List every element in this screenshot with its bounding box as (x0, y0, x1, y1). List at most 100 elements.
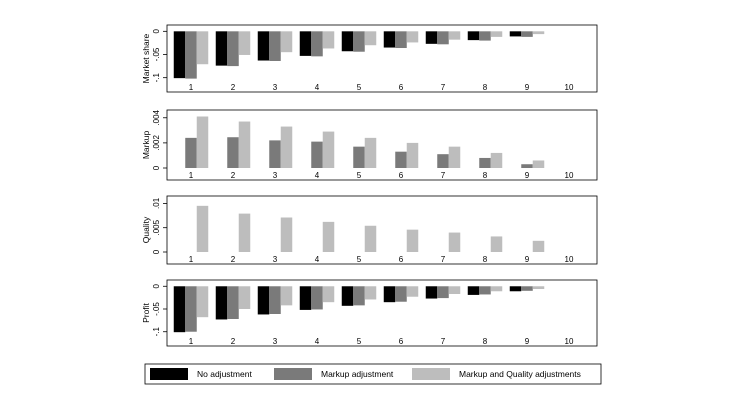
bar-no-adjustment-8 (467, 31, 480, 41)
bar-markup-adjustment-3 (269, 286, 281, 314)
bar-markup-and-quality-adjustments-5 (364, 225, 377, 252)
legend-swatch-no-adjustment (150, 368, 188, 380)
bar-markup-and-quality-adjustments-7 (448, 286, 461, 294)
bar-no-adjustment-8 (467, 286, 480, 295)
y-tick-label: -.05 (152, 47, 161, 61)
x-tick-label: 6 (399, 337, 404, 346)
y-axis-label: Market share (141, 33, 151, 83)
legend-label-no-adjustment: No adjustment (197, 369, 252, 379)
x-tick-label: 10 (565, 337, 574, 346)
bar-markup-and-quality-adjustments-1 (196, 116, 209, 168)
bar-markup-and-quality-adjustments-2 (238, 213, 251, 252)
x-tick-label: 2 (231, 337, 236, 346)
x-tick-label: 8 (483, 337, 488, 346)
bar-markup-and-quality-adjustments-6 (406, 286, 419, 297)
bar-markup-and-quality-adjustments-8 (490, 152, 503, 168)
bar-no-adjustment-2 (215, 286, 228, 320)
bar-markup-adjustment-7 (437, 31, 449, 45)
bar-markup-adjustment-5 (353, 146, 365, 168)
bar-markup-and-quality-adjustments-2 (238, 31, 251, 55)
bar-no-adjustment-3 (257, 31, 270, 61)
legend-frame (144, 363, 602, 385)
x-tick-label: 10 (565, 171, 574, 180)
bar-markup-and-quality-adjustments-9 (532, 240, 545, 252)
bar-markup-adjustment-9 (521, 286, 533, 291)
bar-no-adjustment-1 (173, 286, 186, 333)
x-tick-label: 1 (189, 337, 194, 346)
bar-markup-and-quality-adjustments-8 (490, 286, 503, 292)
bar-markup-adjustment-9 (521, 164, 533, 168)
x-tick-label: 2 (231, 83, 236, 92)
bar-markup-and-quality-adjustments-2 (238, 121, 251, 168)
bar-no-adjustment-1 (173, 31, 186, 79)
x-tick-label: 5 (357, 337, 362, 346)
bar-markup-and-quality-adjustments-1 (196, 286, 209, 318)
bar-no-adjustment-7 (425, 286, 438, 299)
x-tick-label: 1 (189, 83, 194, 92)
bar-markup-adjustment-8 (479, 31, 491, 41)
y-axis-label: Profit (141, 302, 151, 322)
bar-markup-adjustment-3 (269, 140, 281, 168)
bar-markup-and-quality-adjustments-9 (532, 160, 545, 168)
bar-no-adjustment-4 (299, 31, 312, 56)
bar-markup-and-quality-adjustments-4 (322, 131, 335, 168)
bar-markup-adjustment-2 (227, 137, 239, 168)
bar-markup-adjustment-2 (227, 286, 239, 319)
bar-markup-and-quality-adjustments-4 (322, 221, 335, 252)
x-tick-label: 6 (399, 171, 404, 180)
bar-markup-adjustment-4 (311, 286, 323, 310)
legend-swatch-markup-adjustment (274, 368, 312, 380)
bar-markup-adjustment-3 (269, 31, 281, 61)
bar-markup-and-quality-adjustments-4 (322, 286, 335, 303)
x-tick-label: 1 (189, 171, 194, 180)
bar-no-adjustment-5 (341, 31, 354, 52)
y-tick-label: .01 (152, 197, 161, 209)
y-tick-label: 0 (152, 29, 161, 34)
x-tick-label: 7 (441, 171, 446, 180)
x-tick-label: 9 (525, 171, 530, 180)
bar-markup-adjustment-7 (437, 286, 449, 299)
bar-markup-adjustment-5 (353, 286, 365, 306)
bar-markup-and-quality-adjustments-9 (532, 31, 545, 35)
x-tick-label: 5 (357, 171, 362, 180)
x-tick-label: 9 (525, 255, 530, 264)
bar-markup-and-quality-adjustments-2 (238, 286, 251, 309)
y-tick-label: -.1 (152, 72, 161, 82)
bar-markup-and-quality-adjustments-3 (280, 126, 293, 168)
bar-markup-and-quality-adjustments-4 (322, 31, 335, 49)
x-tick-label: 3 (273, 171, 278, 180)
bar-markup-adjustment-6 (395, 31, 407, 49)
bar-markup-adjustment-2 (227, 31, 239, 67)
x-tick-label: 10 (565, 255, 574, 264)
bar-markup-adjustment-4 (311, 141, 323, 168)
x-tick-label: 3 (273, 255, 278, 264)
x-tick-label: 2 (231, 255, 236, 264)
bar-no-adjustment-6 (383, 286, 396, 303)
bar-markup-and-quality-adjustments-6 (406, 142, 419, 168)
x-tick-label: 4 (315, 83, 320, 92)
bar-markup-and-quality-adjustments-1 (196, 205, 209, 252)
bar-markup-and-quality-adjustments-7 (448, 232, 461, 252)
bar-markup-and-quality-adjustments-6 (406, 31, 419, 43)
x-tick-label: 6 (399, 255, 404, 264)
x-tick-label: 4 (315, 337, 320, 346)
y-tick-label: .004 (152, 109, 161, 125)
plot-frame (166, 195, 598, 265)
bar-markup-adjustment-8 (479, 157, 491, 168)
x-tick-label: 3 (273, 83, 278, 92)
x-tick-label: 8 (483, 255, 488, 264)
bar-markup-and-quality-adjustments-7 (448, 146, 461, 168)
x-tick-label: 4 (315, 171, 320, 180)
bar-markup-and-quality-adjustments-6 (406, 229, 419, 252)
bar-markup-and-quality-adjustments-5 (364, 286, 377, 300)
y-axis-label: Quality (141, 216, 151, 243)
bar-markup-and-quality-adjustments-3 (280, 217, 293, 252)
x-tick-label: 7 (441, 255, 446, 264)
bar-markup-adjustment-5 (353, 31, 365, 52)
bar-markup-adjustment-7 (437, 154, 449, 168)
